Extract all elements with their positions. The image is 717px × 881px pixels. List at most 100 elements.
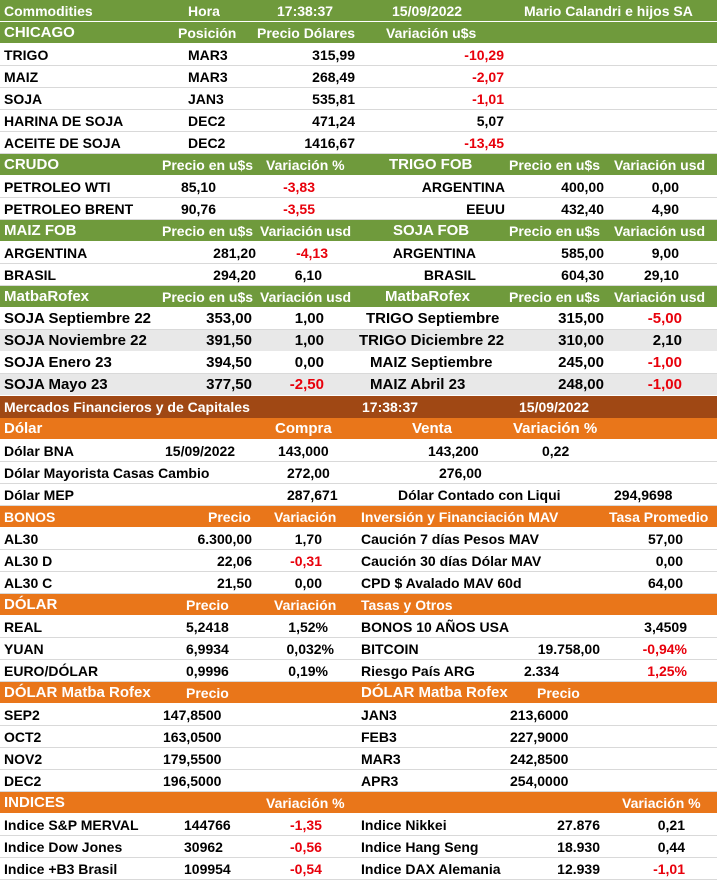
crudo-price: 90,76 [180,201,216,217]
commodity-price: 268,49 [312,69,355,85]
commodity-variation: -10,29 [464,47,504,63]
dolar-col-buy: Compra [275,420,332,437]
dolar-bna-sell: 143,200 [428,443,479,459]
crudo-variation: -3,83 [283,179,315,195]
dolar-tasas-header: DÓLAR Precio Variación Tasas y Otros [0,594,717,616]
table-row: Dólar BNA 15/09/2022 143,000 143,200 0,2… [0,440,717,462]
soja-fob-price: 585,00 [561,245,604,261]
inversion-rate: 0,00 [655,553,683,569]
commodity-name: MAIZ [4,69,39,85]
index-value: 27.876 [557,817,600,833]
tasa-variation: 1,25% [647,663,687,679]
chicago-col-position: Posición [178,25,237,41]
commodity-price: 471,24 [312,113,355,129]
chicago-title: CHICAGO [4,24,75,41]
financial-markets-header: Mercados Financieros y de Capitales 17:3… [0,396,717,418]
dolar-future-price: 254,0000 [510,773,569,789]
indices-col-variation-right: Variación % [622,795,701,811]
dolar-ccl-label: Dólar Contado con Liqui [398,487,561,503]
commodity-position: MAR3 [188,47,228,63]
matba-right-col-variation: Variación usd [614,289,706,305]
inversion-col-rate: Tasa Promedio [609,509,709,525]
table-row: BRASIL 294,20 6,10 BRASIL 604,30 29,10 [0,264,717,286]
maiz-fob-variation: 6,10 [294,267,322,283]
dolar-future-price: 147,8500 [163,707,222,723]
crudo-name: PETROLEO WTI [4,179,111,195]
currency-name: YUAN [4,641,44,657]
table-row: EURO/DÓLAR 0,9996 0,19% Riesgo País ARG … [0,660,717,682]
commodity-price: 535,81 [312,91,355,107]
bono-variation: -0,31 [290,553,322,569]
trigo-fob-price: 400,00 [561,179,604,195]
dolar-mep-name: Dólar MEP [4,487,75,503]
matba-right-variation: -5,00 [647,310,682,327]
maiz-fob-price: 294,20 [213,267,256,283]
bono-name: AL30 D [4,553,53,569]
table-row: Dólar Mayorista Casas Cambio 272,00 276,… [0,462,717,484]
table-row: SOJA Enero 23 394,50 0,00 MAIZ Septiembr… [0,352,717,374]
dolar-matba-left-col-price: Precio [186,685,229,701]
financial-markets-date: 15/09/2022 [519,399,590,415]
table-row: ACEITE DE SOJA DEC2 1416,67 -13,45 [0,132,717,154]
dolar-col-variation: Variación % [513,420,598,437]
trigo-fob-col-price: Precio en u$s [509,157,601,173]
maiz-fob-price: 281,20 [213,245,256,261]
table-row: SEP2 147,8500 JAN3 213,6000 [0,704,717,726]
tasa-price: 2.334 [523,663,559,679]
trigo-fob-title: TRIGO FOB [389,156,473,173]
matba-right-variation: -1,00 [647,376,682,393]
inversion-name: Caución 7 días Pesos MAV [361,531,539,547]
bono-price: 6.300,00 [197,531,253,547]
matba-left-contract: SOJA Septiembre 22 [4,310,152,327]
crudo-name: PETROLEO BRENT [4,201,134,217]
dolar-intl-col-variation: Variación [274,597,337,613]
currency-price: 6,9934 [186,641,229,657]
dolar-col-sell: Venta [412,420,453,437]
commodity-name: ACEITE DE SOJA [4,135,121,151]
dolar-matba-right-title: DÓLAR Matba Rofex [361,684,508,701]
index-name: Indice +B3 Brasil [4,861,118,877]
dolar-bna-name: Dólar BNA [4,443,75,459]
bonos-col-price: Precio [208,509,251,525]
tasa-name: Riesgo País ARG [361,663,475,679]
inversion-rate: 64,00 [647,575,683,591]
report-title: Commodities [4,3,93,19]
dolar-matba-left-title: DÓLAR Matba Rofex [4,684,151,701]
dolar-title: Dólar [4,420,43,437]
table-row: Indice S&P MERVAL 144766 -1,35 Indice Ni… [0,814,717,836]
index-value: 18.930 [557,839,600,855]
index-value: 144766 [184,817,231,833]
matba-left-title: MatbaRofex [4,288,90,305]
commodity-name: HARINA DE SOJA [4,113,124,129]
soja-fob-title: SOJA FOB [393,222,470,239]
bono-price: 22,06 [216,553,252,569]
dolar-mep-value: 287,671 [287,487,338,503]
currency-variation: 0,032% [286,641,334,657]
dolar-mayorista-sell: 276,00 [439,465,482,481]
matba-right-contract: TRIGO Diciembre 22 [359,332,505,349]
matba-left-col-variation: Variación usd [260,289,352,305]
inversion-name: Caución 30 días Dólar MAV [361,553,542,569]
commodity-variation: -1,01 [472,91,504,107]
dolar-future-month: FEB3 [361,729,397,745]
tasa-variation: 3,4509 [644,619,687,635]
dolar-mayorista-name: Dólar Mayorista Casas Cambio [4,465,210,481]
index-name: Indice Nikkei [361,817,447,833]
matba-right-contract: MAIZ Septiembre [370,354,493,371]
indices-col-variation-left: Variación % [266,795,345,811]
table-row: AL30 C 21,50 0,00 CPD $ Avalado MAV 60d … [0,572,717,594]
tasas-title: Tasas y Otros [361,597,453,613]
matba-left-contract: SOJA Noviembre 22 [4,332,147,349]
commodity-price: 1416,67 [304,135,355,151]
table-row: ARGENTINA 281,20 -4,13 ARGENTINA 585,00 … [0,242,717,264]
crudo-col-price: Precio en u$s [162,157,254,173]
report-header: Commodities Hora 17:38:37 15/09/2022 Mar… [0,0,717,22]
tasa-price: 19.758,00 [537,641,600,657]
currency-price: 0,9996 [186,663,229,679]
currency-name: REAL [4,619,43,635]
crudo-price: 85,10 [180,179,216,195]
trigo-fob-variation: 0,00 [651,179,679,195]
bonos-title: BONOS [4,509,56,525]
dolar-future-price: 242,8500 [510,751,569,767]
